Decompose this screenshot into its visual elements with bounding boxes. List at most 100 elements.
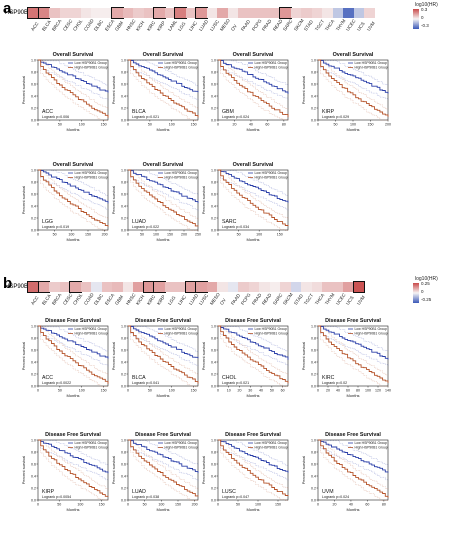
x-tick-label: 150 [101,123,107,127]
ci-high-lower [128,169,198,231]
km-svg: Overall Survival 0.0 0.2 0.4 0.6 0.8 1.0 Percen… [21,52,109,132]
cancer-label: KICH [135,294,146,306]
y-tick-label: 0.6 [211,348,216,352]
km-pvalue: Logrank p=0.029 [322,115,349,119]
km-curve-low [128,439,199,474]
km-pvalue: Logrank p=0.019 [42,225,69,229]
panel-a-km-plot-sarc: Overall Survival 0.0 0.2 0.4 0.6 0.8 1.0 Percen… [201,160,296,252]
y-axis-label: Percent survival [301,342,306,371]
ci-high-upper [318,439,389,490]
km-title: Overall Survival [143,162,184,168]
ci-low-lower [318,59,389,100]
y-tick-label: 1.0 [31,438,36,442]
heatmap-cell-thca [311,282,322,292]
cancer-label: HNSC [124,292,137,306]
km-curve-high [318,59,389,117]
y-tick-label: 0.0 [311,384,316,388]
panel-b-gene-label: HSP90B1 [5,284,32,290]
cancer-label: STAD [292,293,304,306]
legend-low-label: Low HSP90B1 Group [75,171,108,175]
cancer-label: PCPG [240,292,252,306]
km-curve-low [218,325,289,360]
km-pvalue: Logrank p=0.034 [222,225,249,229]
legend-high-label: High HSP90B1 Group [75,446,108,450]
x-axis-label: Months [156,507,169,512]
ci-high-upper [218,325,289,376]
y-axis-label: Percent survival [201,186,206,215]
y-tick-label: 0.8 [211,336,216,340]
y-tick-label: 0.6 [311,348,316,352]
y-tick-label: 0.2 [121,372,126,376]
x-tick-label: 150 [85,233,91,237]
panel-a-km-plot-acc: Overall Survival 0.0 0.2 0.4 0.6 0.8 1.0 Percen… [21,50,116,142]
km-axes-frame [317,325,389,387]
x-tick-label: 100 [158,503,164,507]
km-title: Overall Survival [233,52,274,58]
km-cancer-label: LUAD [132,489,146,495]
heatmap-cell-chol [69,281,81,293]
heatmap-cell-gbm [112,282,123,292]
km-axes-frame [217,59,289,121]
km-pvalue: Logrank p=0.0054 [42,495,71,499]
x-tick-label: 80 [382,503,386,507]
heatmap-cell-lihc [175,282,186,292]
x-tick-label: 60 [365,503,369,507]
heatmap-cell-hnsc [122,282,133,292]
panel-b-colorbar [413,283,419,303]
cancer-label: KIRP [156,20,167,32]
ci-low-lower [38,325,109,367]
x-tick-label: 50 [270,389,274,393]
ci-low-upper [218,439,288,466]
x-tick-label: 20 [238,389,242,393]
y-tick-label: 0.0 [121,118,126,122]
km-axes-frame [217,169,289,231]
km-pvalue: Logrank p=0.041 [132,381,159,385]
km-curve-low [318,59,389,94]
heatmap-cell-skcm [280,282,291,292]
y-tick-label: 1.0 [211,168,216,172]
x-tick-label: 20 [232,123,236,127]
y-tick-label: 0.2 [311,372,316,376]
km-svg: Overall Survival 0.0 0.2 0.4 0.6 0.8 1.0 Percen… [21,162,109,242]
x-tick-label: 10 [227,389,231,393]
km-title: Disease Free Survival [225,318,281,324]
panel-a-colorbar-tick: 0.3 [421,7,428,12]
ci-high-upper [128,439,199,491]
ci-high-upper [128,169,199,221]
heatmap-cell-sarc [269,282,280,292]
y-tick-label: 0.6 [31,348,36,352]
heatmap-cell-read [269,8,280,18]
y-tick-label: 0.6 [121,462,126,466]
panel-b-km-plot-lusc: Disease Free Survival 0.0 0.2 0.4 0.6 0.8 1.0 P… [201,430,296,522]
x-tick-label: 0 [37,503,39,507]
heatmap-cell-lusc [206,8,217,18]
km-curve-low [128,169,199,204]
heatmap-cell-paad [227,282,238,292]
km-cancer-label: LUAD [132,219,146,225]
panel-a-heatmap [27,7,375,19]
cancer-label: THCA [313,292,325,306]
y-tick-label: 0.2 [121,486,126,490]
ci-low-upper [218,59,289,87]
y-tick-label: 0.4 [211,360,216,364]
x-tick-label: 0 [127,389,129,393]
panel-b-km-plot-uvm: Disease Free Survival 0.0 0.2 0.4 0.6 0.8 1.0 P… [301,430,396,522]
legend-low-label: Low HSP90B1 Group [75,61,108,65]
x-tick-label: 150 [99,503,105,507]
panel-a-km-plot-lgg: Overall Survival 0.0 0.2 0.4 0.6 0.8 1.0 Percen… [21,160,116,252]
x-tick-label: 150 [277,233,283,237]
ci-high-upper [38,59,109,110]
heatmap-cell-acc [27,7,39,19]
cancer-label: LUAD [198,18,210,32]
x-tick-label: 250 [195,233,201,237]
ci-low-upper [128,169,199,196]
y-tick-label: 0.4 [211,204,216,208]
y-tick-label: 0.4 [211,474,216,478]
legend-low-label: Low HSP90B1 Group [255,441,288,445]
x-tick-label: 0 [317,123,319,127]
x-tick-label: 0 [217,503,219,507]
heatmap-cell-kich [133,282,144,292]
legend-high-label: High HSP90B1 Group [165,176,198,180]
y-tick-label: 0.8 [121,180,126,184]
km-pvalue: Logrank p=0.02 [322,381,347,385]
